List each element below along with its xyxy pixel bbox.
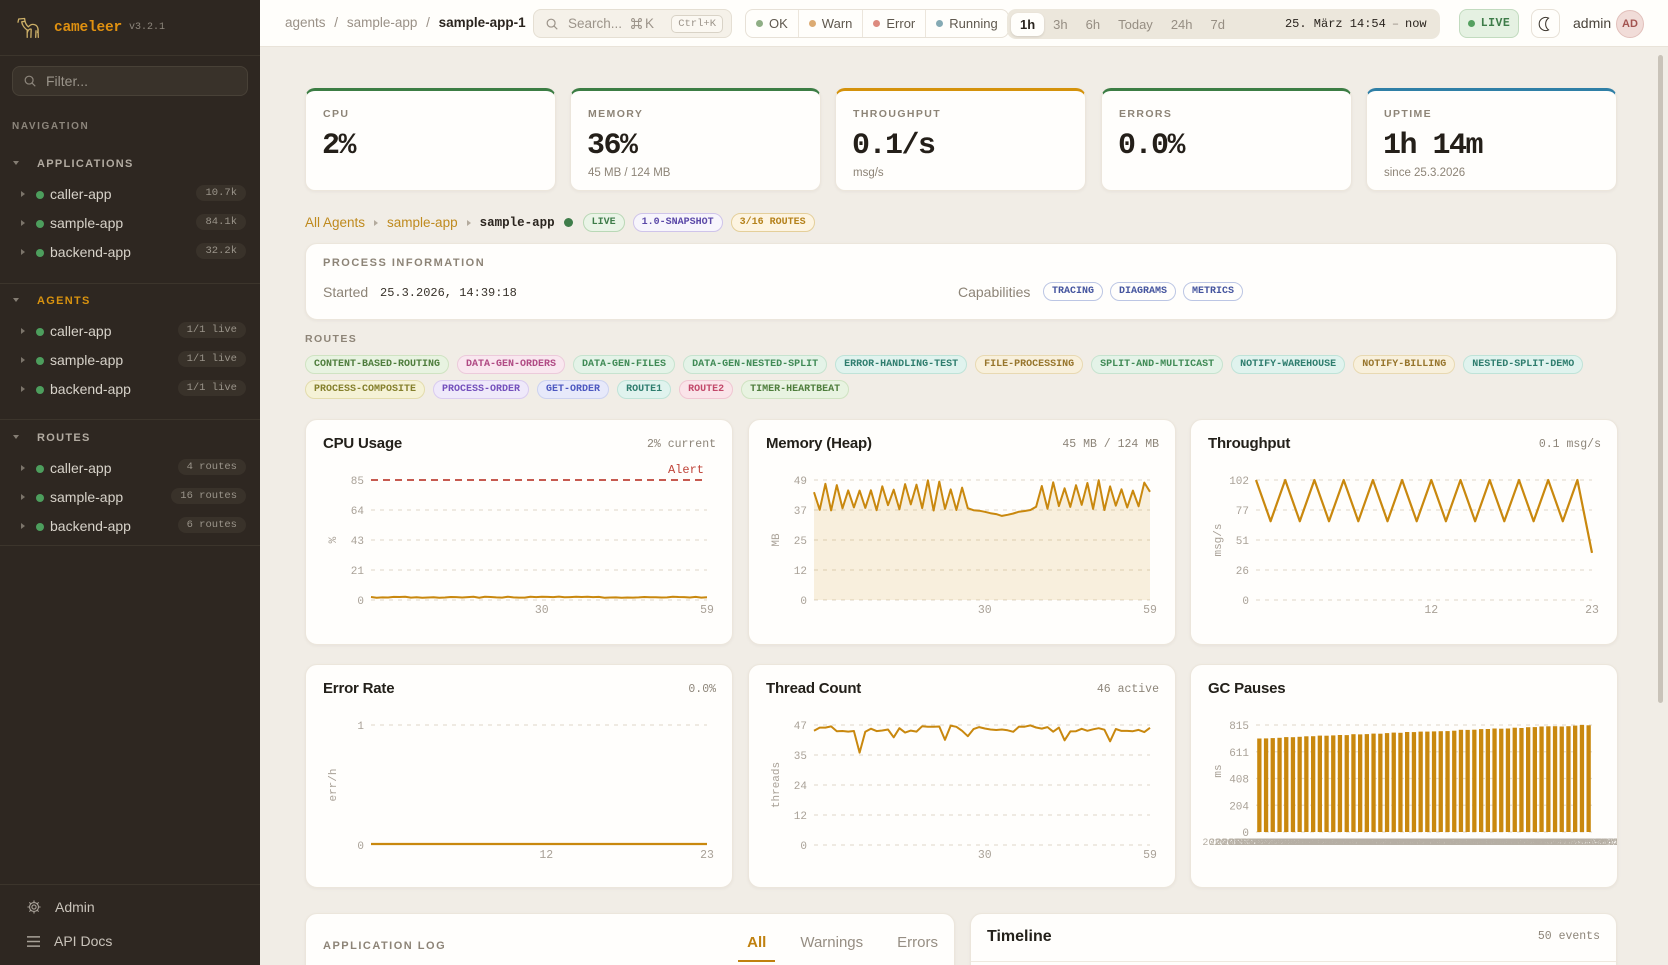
svg-text:%: % <box>328 536 340 543</box>
svg-text:204: 204 <box>1229 801 1249 813</box>
svg-text:MB: MB <box>771 533 783 547</box>
svg-text:2026-03-25 20:87:03: 2026-03-25 20:87:03 <box>1464 838 1578 849</box>
svg-text:21: 21 <box>351 566 365 578</box>
svg-text:2026-03-25 20:71:25: 2026-03-25 20:71:25 <box>1370 838 1484 849</box>
svg-text:2026-03-25 20:90:17: 2026-03-25 20:90:17 <box>1478 838 1592 849</box>
svg-text:0: 0 <box>800 596 807 608</box>
svg-text:611: 611 <box>1229 748 1249 760</box>
svg-text:1: 1 <box>357 721 364 733</box>
svg-text:2026-03-25 20:77:30: 2026-03-25 20:77:30 <box>1404 838 1518 849</box>
svg-text:2026-03-25 20:48:42: 2026-03-25 20:48:42 <box>1243 838 1357 849</box>
svg-text:0: 0 <box>1242 596 1249 608</box>
svg-text:2026-03-25 20:50:56: 2026-03-25 20:50:56 <box>1256 838 1370 849</box>
svg-text:2026-03-25 20:99:13: 2026-03-25 20:99:13 <box>1532 838 1618 849</box>
svg-text:2026-03-25 20:62:06: 2026-03-25 20:62:06 <box>1323 838 1437 849</box>
svg-text:2026-03-25 20:78:07: 2026-03-25 20:78:07 <box>1411 838 1525 849</box>
svg-text:2026-03-25 20:95:45: 2026-03-25 20:95:45 <box>1505 838 1618 849</box>
svg-text:2026-03-25 20:81:58: 2026-03-25 20:81:58 <box>1431 838 1545 849</box>
svg-text:77: 77 <box>1236 506 1249 518</box>
svg-text:2026-03-25 20:74:16: 2026-03-25 20:74:16 <box>1390 838 1504 849</box>
svg-text:2026-03-25 20:68:11: 2026-03-25 20:68:11 <box>1357 838 1471 849</box>
svg-text:err/h: err/h <box>328 768 340 801</box>
svg-text:2026-03-25 20:85:49: 2026-03-25 20:85:49 <box>1451 838 1565 849</box>
svg-text:Alert: Alert <box>668 463 704 477</box>
svg-text:2026-03-25 20:79:44: 2026-03-25 20:79:44 <box>1417 838 1531 849</box>
svg-text:30: 30 <box>978 849 992 862</box>
svg-text:23: 23 <box>700 849 714 862</box>
svg-text:2026-03-25 20:49:19: 2026-03-25 20:49:19 <box>1249 838 1363 849</box>
svg-text:threads: threads <box>771 762 783 808</box>
svg-text:2026-03-25 20:67:34: 2026-03-25 20:67:34 <box>1350 838 1464 849</box>
svg-text:24: 24 <box>794 781 808 793</box>
svg-text:2026-03-25 20:83:35: 2026-03-25 20:83:35 <box>1438 838 1552 849</box>
svg-text:59: 59 <box>1143 849 1157 862</box>
svg-text:30: 30 <box>978 604 992 617</box>
svg-text:msg/s: msg/s <box>1213 523 1225 556</box>
svg-text:2026-03-25 20:98:36: 2026-03-25 20:98:36 <box>1525 838 1618 849</box>
svg-text:2026-03-25 20:53:10: 2026-03-25 20:53:10 <box>1270 838 1384 849</box>
svg-text:59: 59 <box>700 604 714 617</box>
svg-text:2026-03-25 20:75:53: 2026-03-25 20:75:53 <box>1397 838 1511 849</box>
svg-text:0: 0 <box>357 596 364 608</box>
svg-text:2026-03-25 20:97:59: 2026-03-25 20:97:59 <box>1518 838 1618 849</box>
svg-text:30: 30 <box>535 604 549 617</box>
svg-text:2026-03-25 20:56:01: 2026-03-25 20:56:01 <box>1290 838 1404 849</box>
svg-text:2026-03-25 20:42:37: 2026-03-25 20:42:37 <box>1209 838 1323 849</box>
svg-text:2026-03-25 20:59:15: 2026-03-25 20:59:15 <box>1303 838 1417 849</box>
svg-text:2026-03-25 20:45:28: 2026-03-25 20:45:28 <box>1229 838 1343 849</box>
svg-text:2026-03-25 20:73:39: 2026-03-25 20:73:39 <box>1384 838 1498 849</box>
svg-text:2026-03-25 20:43:14: 2026-03-25 20:43:14 <box>1216 838 1330 849</box>
svg-text:2026-03-25 20:57:38: 2026-03-25 20:57:38 <box>1296 838 1410 849</box>
svg-text:37: 37 <box>794 506 807 518</box>
svg-text:43: 43 <box>351 536 364 548</box>
svg-text:26: 26 <box>1236 566 1249 578</box>
svg-text:59: 59 <box>1143 604 1157 617</box>
svg-text:25: 25 <box>794 536 807 548</box>
svg-text:12: 12 <box>794 811 807 823</box>
svg-text:0: 0 <box>1242 828 1249 840</box>
svg-text:12: 12 <box>794 566 807 578</box>
svg-text:35: 35 <box>794 751 807 763</box>
svg-text:2026-03-25 20:54:47: 2026-03-25 20:54:47 <box>1276 838 1390 849</box>
svg-text:2026-03-25 20:72:02: 2026-03-25 20:72:02 <box>1377 838 1491 849</box>
svg-text:2026-03-25 20:86:26: 2026-03-25 20:86:26 <box>1458 838 1572 849</box>
svg-text:2026-03-25 20:92:31: 2026-03-25 20:92:31 <box>1491 838 1605 849</box>
svg-text:47: 47 <box>794 721 807 733</box>
svg-text:0: 0 <box>800 841 807 853</box>
svg-text:2026-03-25 20:60:52: 2026-03-25 20:60:52 <box>1310 838 1424 849</box>
svg-text:12: 12 <box>1424 604 1438 617</box>
svg-text:2026-03-25 20:91:54: 2026-03-25 20:91:54 <box>1485 838 1599 849</box>
svg-text:2026-03-25 20:66:57: 2026-03-25 20:66:57 <box>1343 838 1457 849</box>
svg-text:408: 408 <box>1229 775 1249 787</box>
svg-text:2026-03-25 20:63:43: 2026-03-25 20:63:43 <box>1330 838 1444 849</box>
svg-text:2026-03-25 20:80:21: 2026-03-25 20:80:21 <box>1424 838 1538 849</box>
svg-text:2026-03-25 20:96:22: 2026-03-25 20:96:22 <box>1511 838 1618 849</box>
svg-text:49: 49 <box>794 476 807 488</box>
svg-text:2026-03-25 20:51:33: 2026-03-25 20:51:33 <box>1263 838 1377 849</box>
svg-text:2026-03-25 20:93:08: 2026-03-25 20:93:08 <box>1498 838 1612 849</box>
svg-text:2026-03-25 20:65:20: 2026-03-25 20:65:20 <box>1337 838 1451 849</box>
svg-text:2026-03-25 20:44:51: 2026-03-25 20:44:51 <box>1222 838 1336 849</box>
svg-text:23: 23 <box>1585 604 1599 617</box>
svg-text:64: 64 <box>351 506 365 518</box>
svg-text:2026-03-25 20:55:24: 2026-03-25 20:55:24 <box>1283 838 1397 849</box>
svg-text:2026-03-25 20:84:12: 2026-03-25 20:84:12 <box>1444 838 1558 849</box>
svg-text:102: 102 <box>1229 476 1249 488</box>
svg-text:2026-03-25 20:89:40: 2026-03-25 20:89:40 <box>1471 838 1585 849</box>
svg-text:0: 0 <box>357 841 364 853</box>
svg-text:2026-03-25 20:61:29: 2026-03-25 20:61:29 <box>1317 838 1431 849</box>
svg-text:2026-03-25 20:47:05: 2026-03-25 20:47:05 <box>1236 838 1350 849</box>
svg-text:2026-03-25 20:69:48: 2026-03-25 20:69:48 <box>1364 838 1478 849</box>
svg-text:85: 85 <box>351 476 364 488</box>
svg-text:815: 815 <box>1229 721 1249 733</box>
svg-text:2026-03-25 20:41:00: 2026-03-25 20:41:00 <box>1202 838 1316 849</box>
svg-text:ms: ms <box>1213 764 1225 777</box>
svg-text:12: 12 <box>539 849 553 862</box>
svg-text:51: 51 <box>1236 536 1250 548</box>
